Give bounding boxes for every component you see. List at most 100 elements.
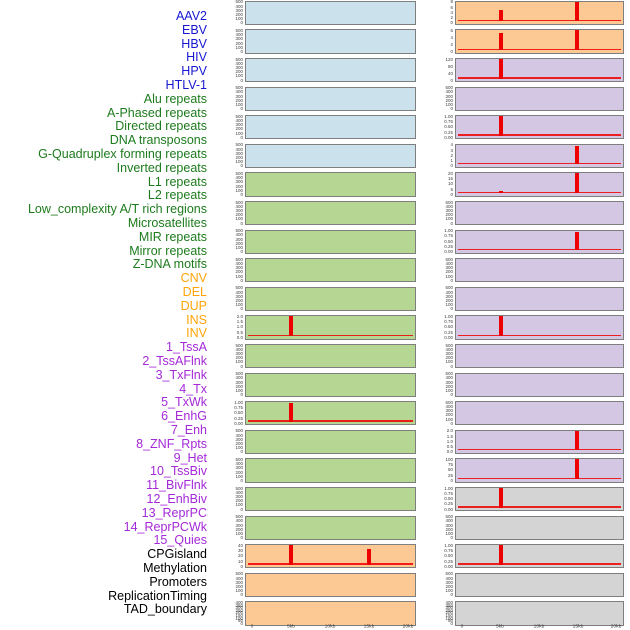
y-axis-tick-label: 0.5 [236, 329, 243, 335]
y-axis-tick-label: 40 [238, 542, 243, 548]
y-axis-tick-label: 400 [445, 575, 453, 581]
y-axis-tick-label: 400 [235, 146, 243, 152]
feature-label: 1_TssA [166, 340, 207, 355]
y-axis-tick-label: 100 [235, 445, 243, 451]
y-axis-tick-label: 300 [235, 293, 243, 299]
feature-label: L2 repeats [147, 188, 207, 203]
feature-panel [245, 86, 416, 111]
y-axis-tick-label: 200 [445, 355, 453, 361]
feature-panel [245, 286, 416, 311]
y-axis-tick-label: 200 [235, 212, 243, 218]
y-axis-tick-label: 300 [445, 522, 453, 528]
y-axis-tick-label: 300 [445, 605, 453, 611]
spike-bar [498, 9, 503, 22]
feature-label: 14_ReprPCWk [123, 519, 207, 534]
y-axis-tick-label: 1.5 [446, 433, 453, 439]
y-axis-tick-label: 0.00 [444, 335, 453, 341]
y-axis-tick-label: 400 [445, 404, 453, 410]
spike-bar [498, 116, 503, 136]
y-axis-tick-label: 100 [235, 359, 243, 365]
y-axis-tick-label: 500 [445, 399, 453, 405]
y-axis-tick-label: 500 [235, 56, 243, 62]
y-axis-tick-label: 100 [235, 615, 243, 621]
spike-bar [498, 32, 503, 50]
y-axis-tick-label: 300 [445, 379, 453, 385]
y-axis-tick-label: 0 [240, 306, 243, 312]
feature-panel [245, 544, 416, 569]
baseline-line [458, 134, 621, 136]
y-axis-tick-label: 200 [235, 97, 243, 103]
y-axis-tick-label: 200 [235, 298, 243, 304]
y-axis-tick-label: 250 [235, 608, 243, 614]
y-axis-tick-label: 300 [235, 65, 243, 71]
feature-panel [455, 315, 624, 340]
baseline-line [248, 563, 413, 565]
y-axis-tick-label: 500 [445, 256, 453, 262]
y-axis-tick-label: 250 [445, 608, 453, 614]
feature-label: L1 repeats [147, 174, 207, 189]
y-axis-tick-label: 400 [235, 600, 243, 606]
y-axis-tick-label: 0 [240, 592, 243, 598]
y-axis-tick-label: 10 [448, 181, 453, 187]
y-axis-tick-label: 0 [240, 192, 243, 198]
feature-label: HBV [181, 36, 207, 51]
y-axis-tick-label: 400 [445, 289, 453, 295]
y-axis-tick-label: 100 [235, 273, 243, 279]
y-axis-tick-label: 0 [450, 621, 453, 627]
y-axis-tick-label: 1.00 [444, 542, 453, 548]
y-axis-tick-label: 1.5 [236, 319, 243, 325]
y-axis-tick-label: 100 [235, 388, 243, 394]
y-axis-tick-label: 0 [240, 163, 243, 169]
y-axis-tick-label: 150 [445, 613, 453, 619]
y-axis-tick-label: 400 [235, 32, 243, 38]
y-axis-tick-label: 0.75 [444, 548, 453, 554]
y-axis-tick-label: 400 [445, 600, 453, 606]
spike-bar [289, 316, 294, 336]
feature-label: Directed repeats [115, 119, 207, 134]
feature-label: 10_TssBiv [150, 464, 207, 479]
y-axis-tick-label: 400 [235, 3, 243, 9]
feature-panel [455, 515, 624, 540]
y-axis-tick-label: 300 [235, 265, 243, 271]
feature-label: HPV [181, 64, 207, 79]
y-axis-tick-label: 0.5 [446, 444, 453, 450]
y-axis-tick-label: 0 [450, 106, 453, 112]
y-axis-tick-label: 500 [445, 514, 453, 520]
feature-label: 6_EnhG [161, 409, 207, 424]
y-axis-tick-label: 500 [235, 428, 243, 434]
y-axis-tick-label: 120 [445, 56, 453, 62]
y-axis-tick-label: 0.75 [444, 490, 453, 497]
y-axis-tick-label: 100 [235, 302, 243, 308]
spike-bar [498, 191, 503, 193]
y-axis-tick-label: 0.00 [444, 134, 453, 141]
y-axis-tick-label: 1.00 [444, 314, 453, 320]
y-axis-tick-label: 0 [240, 277, 243, 284]
y-axis-tick-label: 2 [450, 153, 453, 159]
y-axis-tick-label: 0.75 [444, 119, 453, 125]
feature-panel [245, 172, 416, 197]
baseline-line [458, 563, 621, 565]
baseline-line [458, 248, 621, 251]
y-axis-tick-label: 0 [240, 506, 243, 512]
y-axis-tick-label: 200 [235, 584, 243, 590]
x-axis-tick-label: 15kb [363, 623, 375, 629]
feature-panel [245, 229, 416, 254]
y-axis-tick-label: 500 [235, 485, 243, 491]
y-axis-tick-label: 0 [240, 621, 243, 627]
y-axis-tick-label: 300 [235, 465, 243, 471]
y-axis-tick-label: 300 [445, 208, 453, 214]
y-axis-tick-label: 100 [445, 615, 453, 621]
y-axis-tick-label: 20 [238, 553, 243, 559]
y-axis-tick-label: 400 [445, 89, 453, 95]
y-axis-tick-label: 100 [235, 130, 243, 136]
feature-label: 7_Enh [170, 423, 207, 437]
y-axis-tick-label: 0.00 [234, 420, 243, 427]
feature-label: Z-DNA motifs [132, 257, 207, 272]
feature-label: HTLV-1 [165, 78, 207, 92]
baseline-line [458, 449, 621, 451]
y-axis-tick-label: 6 [450, 28, 453, 34]
y-axis-tick-label: 50 [448, 467, 453, 473]
feature-panel [455, 86, 624, 111]
baseline-line [458, 77, 621, 79]
x-axis-tick-label: 20kb [402, 623, 414, 629]
